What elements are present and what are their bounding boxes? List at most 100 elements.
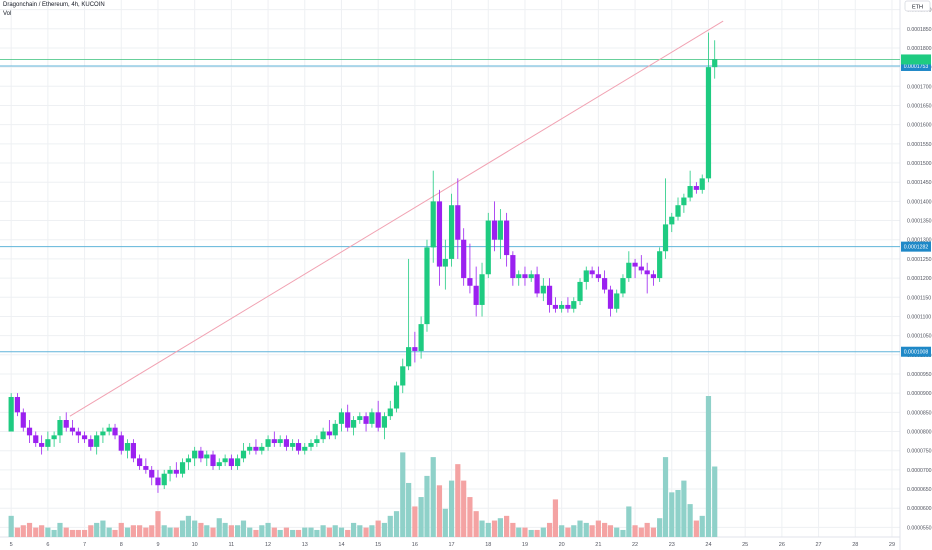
volume-bar <box>240 520 247 537</box>
volume-bar <box>485 522 491 537</box>
candle-up <box>387 408 393 417</box>
volume-bar <box>607 525 614 537</box>
x-tick-label: 28 <box>852 542 858 548</box>
x-tick-label: 7 <box>83 542 86 548</box>
candle-up <box>577 281 583 302</box>
volume-bar <box>479 520 485 537</box>
y-tick-label: 0.0000950 <box>907 372 932 378</box>
volume-bar <box>326 527 332 537</box>
candle-down <box>546 285 553 305</box>
candle-down <box>589 270 595 275</box>
volume-bar <box>491 520 498 537</box>
volume-bar <box>283 527 290 537</box>
candle-down <box>326 431 332 436</box>
volume-bar <box>137 525 143 537</box>
candle-up <box>161 473 167 486</box>
candle-up <box>51 435 57 440</box>
volume-bar <box>559 525 565 537</box>
candle-up <box>277 439 283 444</box>
candle-down <box>455 205 461 240</box>
volume-bar <box>430 457 436 537</box>
volume-bar <box>63 527 69 537</box>
x-tick-label: 5 <box>10 542 13 548</box>
candle-down <box>534 274 540 294</box>
x-tick-label: 25 <box>742 542 748 548</box>
volume-bar <box>705 396 712 537</box>
y-tick-label: 0.0000900 <box>907 391 932 397</box>
candle-up <box>100 431 106 436</box>
candle-up <box>381 416 388 428</box>
level-price-label: 0.0001282 <box>904 245 929 251</box>
candle-up <box>626 262 632 279</box>
y-tick-label: 0.0001100 <box>907 314 931 320</box>
volume-bar <box>669 492 675 537</box>
candle-up <box>681 197 687 206</box>
volume-bar <box>39 525 45 537</box>
candle-up <box>430 201 436 248</box>
volume-bar <box>235 525 241 537</box>
volume-bar <box>497 518 503 537</box>
x-tick-label: 17 <box>449 542 455 548</box>
volume-bar <box>681 480 687 537</box>
volume-bar <box>583 522 589 537</box>
x-tick-label: 16 <box>412 542 418 548</box>
volume-bar <box>308 527 314 537</box>
volume-bar <box>375 520 381 537</box>
candle-up <box>540 285 546 294</box>
candle-up <box>662 224 669 252</box>
candle-up <box>559 304 565 309</box>
x-tick-label: 14 <box>338 542 344 548</box>
candle-down <box>81 435 88 440</box>
y-tick-label: 0.0001600 <box>907 123 932 129</box>
candle-down <box>173 469 179 474</box>
candle-down <box>228 458 234 467</box>
candle-down <box>602 278 608 290</box>
y-tick-label: 0.0001150 <box>907 295 931 301</box>
candle-up <box>350 420 357 428</box>
candle-up <box>247 446 253 451</box>
y-tick-label: 0.0001050 <box>907 334 932 340</box>
volume-bar <box>455 464 461 537</box>
volume-bar <box>614 527 620 537</box>
candle-down <box>75 431 81 436</box>
y-tick-label: 0.0000650 <box>907 487 932 493</box>
candle-down <box>149 469 155 478</box>
y-tick-label: 0.0001250 <box>907 257 932 263</box>
y-tick-label: 0.0001350 <box>907 219 932 225</box>
x-tick-label: 8 <box>120 542 123 548</box>
candle-down <box>130 443 136 459</box>
candle-down <box>137 458 143 467</box>
volume-bar <box>185 515 192 537</box>
candle-down <box>283 439 290 447</box>
candle-up <box>448 205 455 259</box>
x-tick-label: 22 <box>632 542 638 548</box>
candle-down <box>565 304 571 309</box>
candle-down <box>155 477 161 486</box>
volume-bar <box>118 522 124 537</box>
candle-up <box>124 443 131 451</box>
volume-bar <box>332 525 338 537</box>
candle-up <box>235 458 241 467</box>
candle-down <box>112 427 118 436</box>
volume-bar <box>75 529 81 537</box>
candle-up <box>259 446 265 451</box>
volume-bar <box>222 522 228 537</box>
candle-up <box>45 439 51 447</box>
candle-up <box>583 270 589 282</box>
volume-bar <box>143 527 149 537</box>
volume-bar <box>357 525 363 537</box>
volume-bar <box>626 506 632 537</box>
x-tick-label: 24 <box>705 542 711 548</box>
candle-down <box>363 416 369 424</box>
volume-bar <box>253 529 259 537</box>
volume-bar <box>369 525 375 537</box>
x-tick-label: 19 <box>522 542 528 548</box>
candle-down <box>69 427 76 432</box>
volume-bar <box>320 525 326 537</box>
candle-down <box>375 412 381 428</box>
volume-bar <box>510 522 516 537</box>
volume-bar <box>51 529 57 537</box>
candle-down <box>467 278 473 286</box>
y-tick-label: 0.0001700 <box>907 84 932 90</box>
